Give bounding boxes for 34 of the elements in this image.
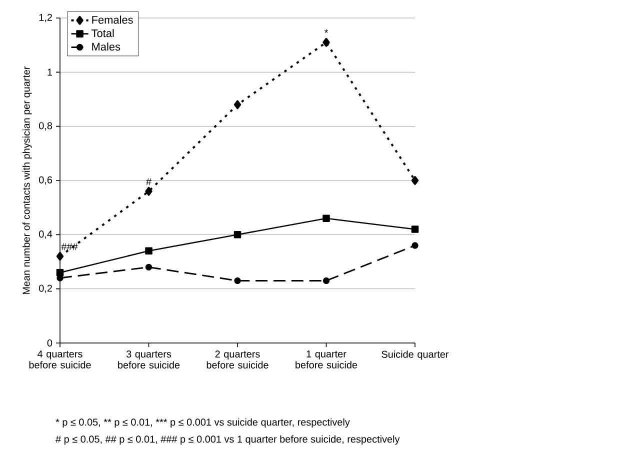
annotation: ### <box>61 243 78 250</box>
y-axis-title: Mean number of contacts with physician per quarter <box>22 66 32 294</box>
y-tick-label: 0,6 <box>39 176 52 185</box>
point <box>234 277 241 284</box>
point <box>56 252 64 261</box>
y-tick-label: 1 <box>48 68 52 76</box>
point <box>145 247 152 255</box>
point <box>145 186 152 196</box>
legend-label: Males <box>92 42 120 51</box>
x-tick-label: 4 quarters before suicide <box>29 350 91 368</box>
y-tick-label: 0,8 <box>39 122 52 130</box>
y-tick-label: 0,2 <box>39 284 52 293</box>
x-tick-label: Suicide quarter <box>382 350 449 360</box>
point <box>145 264 152 271</box>
y-tick-label: 0 <box>47 339 52 347</box>
legend-label: Total <box>92 29 114 38</box>
text: * p ≤ 0.05, ** p ≤ 0.01, *** p ≤ 0.001 vs suicide quarter, respectively <box>56 418 350 428</box>
point <box>234 231 242 238</box>
legend-label: Females <box>92 16 133 24</box>
point <box>322 38 330 47</box>
point <box>322 214 330 222</box>
y-tick-label: 1,2 <box>39 14 52 22</box>
x-tick-label: 3 quarters before suicide <box>118 350 180 369</box>
y-tick-label: 0,4 <box>39 230 52 239</box>
point <box>234 100 242 110</box>
annotation: * <box>324 29 328 33</box>
point <box>412 242 418 249</box>
x-tick-label: 2 quarters before suicide <box>206 350 268 369</box>
point <box>411 226 419 233</box>
annotation: # <box>146 178 152 186</box>
point <box>411 176 419 185</box>
x-tick-label: 1 quarter before suicide <box>296 350 358 368</box>
point <box>322 277 330 284</box>
text: # p ≤ 0.05, ## p ≤ 0.01, ### p ≤ 0.001 vs 1 quarter before suicide, respectively <box>56 435 400 445</box>
